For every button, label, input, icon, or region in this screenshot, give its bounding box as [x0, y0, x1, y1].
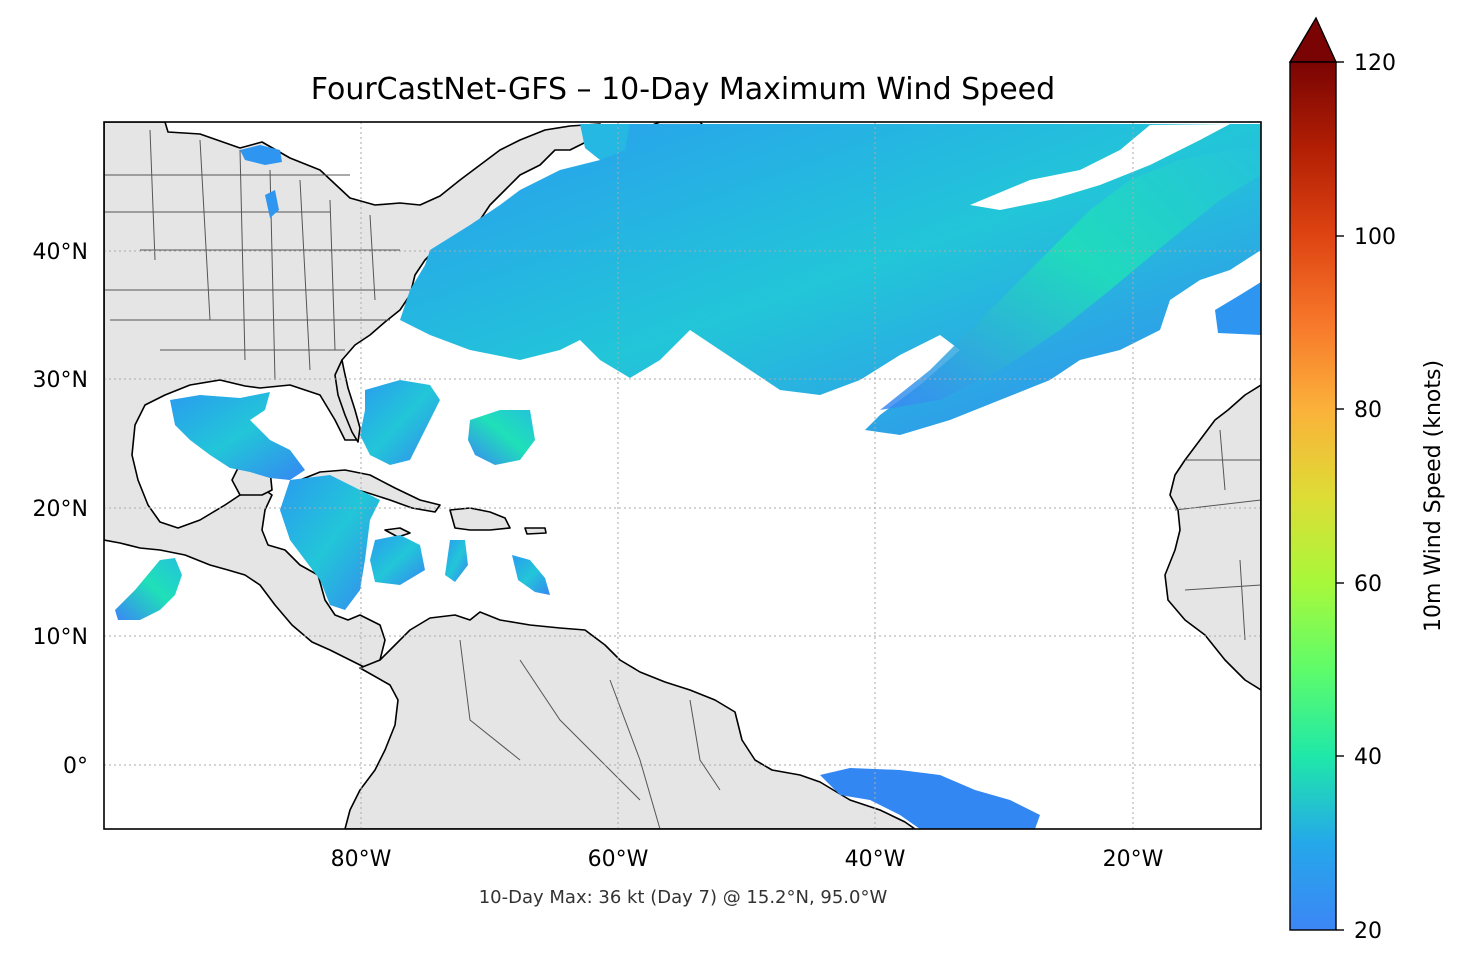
colorbar-tick-label: 80 [1354, 398, 1382, 423]
y-tick-label: 20°N [33, 497, 88, 522]
wind-gulf-of-tehuantepec [115, 558, 182, 620]
map-area [104, 122, 1261, 829]
wind-great-lakes [240, 145, 282, 165]
x-tick-label: 20°W [1103, 847, 1164, 872]
calm-zone-northeast [970, 124, 1230, 210]
map-title: FourCastNet-GFS – 10-Day Maximum Wind Sp… [311, 72, 1055, 107]
colorbar-gradient [1289, 61, 1337, 931]
map-frame [103, 121, 1262, 830]
y-tick-label: 10°N [33, 625, 88, 650]
colorbar-extend-arrow [1288, 16, 1338, 63]
wind-lesser-antilles [445, 540, 468, 582]
state-borders [104, 129, 1261, 829]
colorbar-ticks [1336, 61, 1344, 931]
x-tick-label: 80°W [331, 847, 392, 872]
x-tick-label: 60°W [588, 847, 649, 872]
wind-jet-core [880, 145, 1261, 410]
wind-caribbean-central [370, 535, 425, 585]
y-tick-label: 30°N [33, 368, 88, 393]
hispaniola-land [449, 507, 511, 531]
max-wind-annotation: 10-Day Max: 36 kt (Day 7) @ 15.2°N, 95.0… [479, 887, 888, 908]
wind-bahamas [360, 380, 440, 465]
y-tick-label: 0° [63, 754, 88, 779]
wind-band-atlantic-north [400, 124, 1261, 435]
colorbar: 120 100 80 60 40 20 10m Wind Speed (knot… [1288, 16, 1446, 944]
colorbar-tick-label: 60 [1354, 572, 1382, 597]
wind-azores-patch [1215, 282, 1261, 335]
wind-gulf-of-mexico [170, 392, 305, 480]
puerto-rico-land [524, 527, 547, 535]
south-america-land [344, 611, 916, 829]
y-tick-label: 40°N [33, 240, 88, 265]
florida-land [334, 359, 361, 443]
x-axis-labels: 80°W 60°W 40°W 20°W [331, 847, 1164, 872]
africa-land [1164, 384, 1261, 691]
wind-caribbean-west [280, 475, 380, 610]
x-tick-label: 40°W [845, 847, 906, 872]
colorbar-tick-label: 100 [1354, 225, 1396, 250]
wind-east-caribbean [512, 555, 550, 595]
jamaica-land [384, 527, 411, 538]
colorbar-tick-label: 120 [1354, 51, 1396, 76]
wind-west-atlantic-eddy [468, 410, 535, 465]
wind-lake-michigan [265, 190, 279, 218]
colorbar-tick-label: 20 [1354, 919, 1382, 944]
colorbar-tick-label: 40 [1354, 745, 1382, 770]
colorbar-label: 10m Wind Speed (knots) [1421, 360, 1446, 632]
y-axis-labels: 40°N 30°N 20°N 10°N 0° [33, 240, 88, 779]
